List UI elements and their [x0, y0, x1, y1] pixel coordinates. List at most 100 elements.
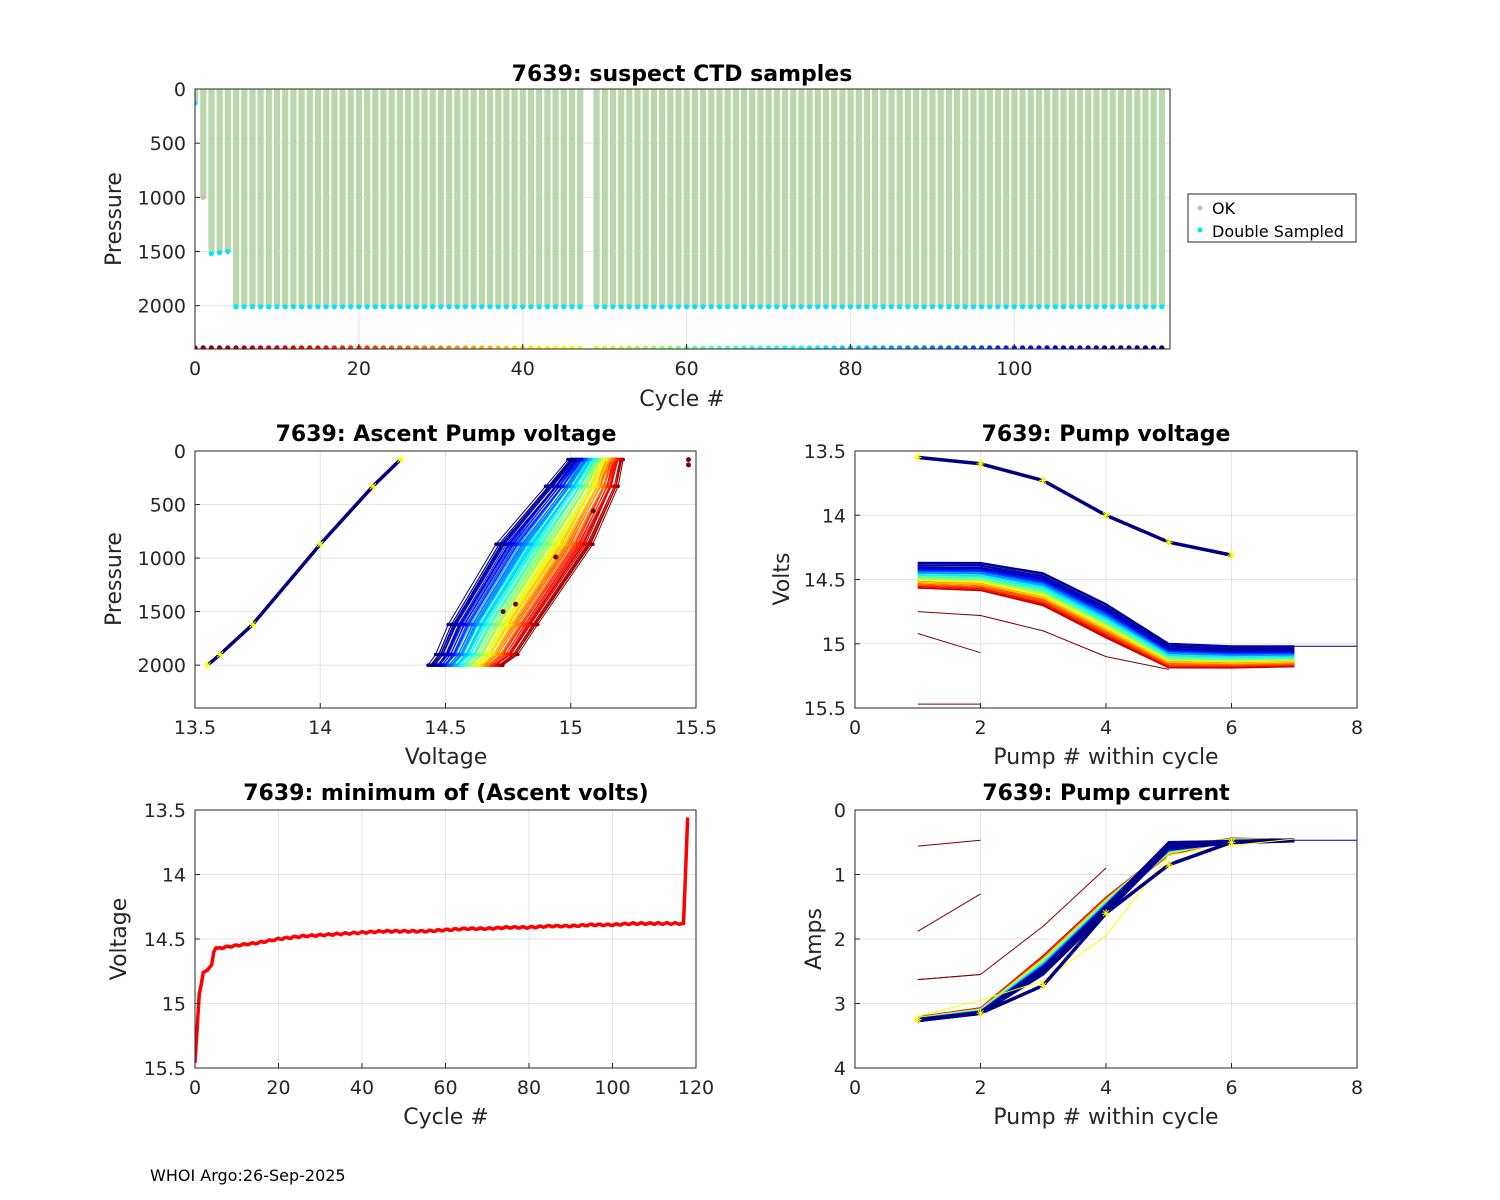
min-volts-point — [468, 926, 473, 931]
cycle-color-marker — [380, 345, 386, 349]
min-volts-point — [431, 929, 435, 934]
double-sampled-point — [700, 304, 706, 310]
min-volts-point — [402, 928, 406, 933]
ascent-point — [465, 663, 469, 667]
final-cycle-star — [976, 1009, 985, 1018]
profile-bar — [1109, 89, 1116, 307]
double-sampled-point — [195, 100, 198, 106]
ascent-point — [530, 622, 535, 627]
ascent-point — [503, 652, 508, 657]
pump-voltage-line — [917, 567, 1295, 652]
profile-bar — [904, 89, 911, 307]
chart-ctd-xlabel: Cycle # — [639, 387, 725, 412]
min-volts-point — [293, 934, 298, 939]
ascent-point — [470, 622, 475, 627]
x-tick-label: 40 — [511, 358, 535, 380]
pump-voltage-line — [917, 577, 1295, 660]
ascent-point — [585, 542, 589, 546]
min-volts-point — [681, 921, 686, 926]
min-volts-point — [205, 968, 210, 972]
double-sampled-point — [626, 304, 632, 310]
profile-bar — [257, 89, 264, 307]
profile-bar — [732, 89, 739, 307]
final-cycle-star — [976, 459, 985, 468]
x-tick-label: 20 — [347, 358, 371, 380]
ascent-point — [476, 652, 480, 657]
cycle-color-marker — [479, 345, 485, 349]
x-tick-label: 100 — [594, 1077, 630, 1099]
ascent-point — [514, 622, 518, 627]
cycle-color-marker — [774, 345, 780, 349]
double-sampled-point — [610, 304, 616, 310]
double-sampled-point — [208, 251, 214, 257]
double-sampled-point — [266, 304, 272, 310]
double-sampled-point — [774, 304, 780, 310]
final-cycle-star — [913, 1015, 922, 1024]
y-tick-label: 15.5 — [144, 1058, 186, 1080]
cycle-color-marker — [725, 345, 731, 349]
final-cycle-star — [1039, 476, 1048, 485]
pump-voltage-line — [917, 576, 1295, 660]
y-tick-label: 15 — [162, 994, 186, 1016]
ascent-point — [497, 542, 501, 546]
profile-bar — [1158, 89, 1165, 307]
ascent-cycle-line — [448, 459, 586, 666]
ascent-cycle-line — [488, 459, 614, 666]
double-sampled-point — [929, 304, 936, 310]
min-volts-point — [502, 925, 506, 930]
profile-bar — [609, 89, 617, 307]
cycle-color-marker — [643, 345, 649, 349]
profile-bar — [470, 89, 477, 307]
final-cycle-star — [1164, 538, 1173, 547]
ascent-point — [613, 457, 618, 462]
chart-pumpv-ticks: 0 2 4 6 8 13.5 14 14.5 15 15.5 — [804, 441, 1363, 739]
x-tick-label: 0 — [189, 358, 201, 380]
cycle-color-marker — [364, 345, 370, 349]
cycle-color-marker — [274, 345, 280, 349]
min-volts-point — [660, 922, 665, 927]
min-volts-point — [639, 921, 644, 925]
profile-bar — [847, 89, 854, 307]
double-sampled-point — [872, 304, 878, 310]
profile-bar — [1019, 89, 1026, 307]
double-sampled-point — [1142, 304, 1148, 310]
y-tick-label: 13.5 — [804, 441, 846, 463]
chart-pumpc-xlabel: Pump # within cycle — [993, 1105, 1218, 1130]
ascent-cycle-line — [491, 459, 617, 666]
ascent-point — [472, 663, 476, 667]
cycle-color-marker — [864, 345, 870, 349]
x-tick-label: 80 — [838, 358, 862, 380]
min-volts-point — [414, 930, 419, 934]
ascent-point — [517, 622, 521, 627]
double-sampled-point — [847, 304, 854, 310]
profile-bar — [314, 89, 322, 307]
min-volts-point — [635, 922, 640, 927]
ascent-outlier — [513, 601, 519, 607]
ascent-cycle-line — [487, 459, 613, 666]
profile-bar — [1027, 89, 1034, 307]
min-volts-point — [485, 926, 490, 931]
profile-bar — [495, 89, 502, 307]
ascent-point — [464, 622, 469, 627]
final-cycle-star — [913, 453, 922, 462]
ascent-point — [446, 622, 451, 627]
ascent-point — [552, 542, 557, 546]
final-cycle-star — [316, 540, 325, 549]
x-tick-label: 0 — [849, 1077, 861, 1099]
cycle-color-marker — [446, 345, 452, 349]
chart-ascent-grid — [194, 450, 697, 708]
profile-bar — [454, 89, 461, 307]
ascent-cycle-line — [450, 459, 587, 666]
chart-ascent-title: 7639: Ascent Pump voltage — [276, 422, 617, 447]
profile-bar — [405, 89, 412, 307]
pump-voltage-line — [917, 578, 1295, 661]
profile-bar — [200, 89, 207, 198]
double-sampled-point — [1044, 304, 1050, 310]
ascent-point — [618, 457, 623, 462]
cycle-color-marker — [1126, 345, 1132, 349]
y-tick-label: 15 — [822, 634, 846, 656]
double-sampled-point — [1118, 304, 1124, 310]
x-tick-label: 6 — [1225, 1077, 1237, 1099]
y-tick-label: 0 — [834, 800, 846, 822]
min-volts-point — [606, 922, 611, 926]
